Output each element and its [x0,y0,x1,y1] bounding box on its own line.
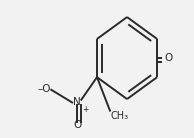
Text: –O: –O [38,84,51,95]
Text: CH₃: CH₃ [111,111,129,121]
Text: N: N [73,97,81,107]
Text: +: + [82,105,89,114]
Text: O: O [73,120,81,130]
Text: O: O [165,53,173,63]
